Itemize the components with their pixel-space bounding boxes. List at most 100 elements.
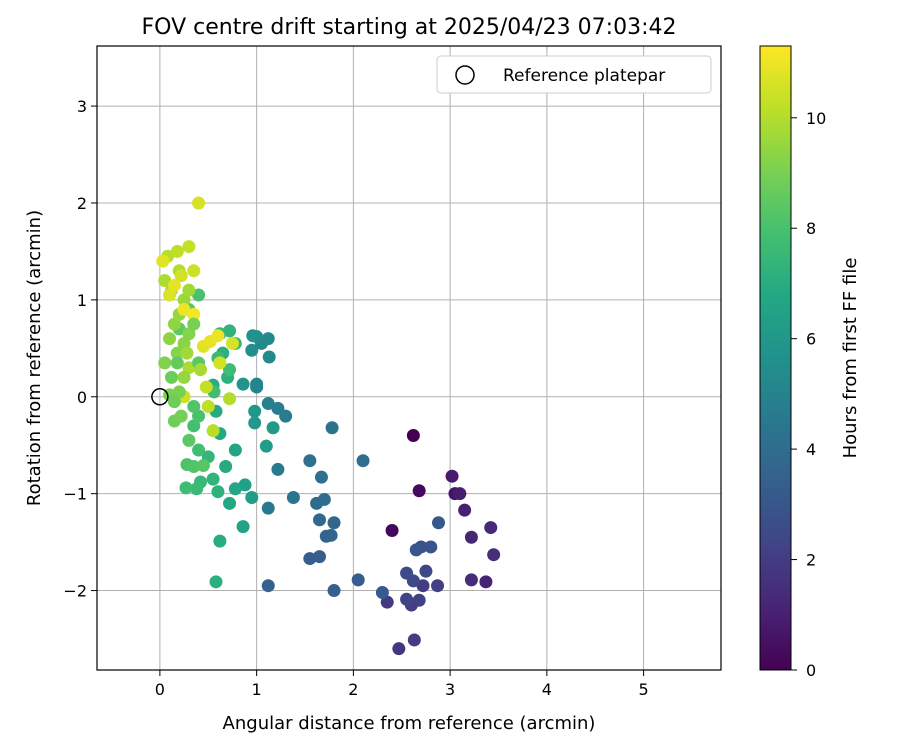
data-point bbox=[177, 370, 191, 384]
data-point bbox=[209, 575, 223, 589]
x-tick-label: 3 bbox=[445, 680, 455, 699]
data-point bbox=[228, 482, 242, 496]
data-point bbox=[156, 254, 170, 268]
plot-frame bbox=[96, 45, 722, 671]
data-point bbox=[190, 482, 204, 496]
data-point bbox=[180, 346, 194, 360]
data-point bbox=[261, 397, 275, 411]
data-point bbox=[375, 585, 389, 599]
data-point bbox=[400, 566, 414, 580]
legend-label: Reference platepar bbox=[503, 66, 665, 86]
data-point bbox=[219, 460, 233, 474]
data-point bbox=[303, 552, 317, 566]
data-point bbox=[313, 513, 327, 527]
x-axis-label: Angular distance from reference (arcmin) bbox=[223, 713, 596, 734]
data-point bbox=[174, 409, 188, 423]
colorbar-tick-label: 10 bbox=[806, 109, 826, 128]
data-point bbox=[182, 361, 196, 375]
data-point bbox=[158, 356, 172, 370]
legend-marker bbox=[455, 65, 475, 85]
data-point bbox=[177, 303, 191, 317]
data-point bbox=[177, 293, 191, 307]
data-point bbox=[223, 363, 237, 377]
y-tick-label: −1 bbox=[63, 485, 87, 504]
data-point bbox=[317, 492, 331, 506]
chart-title: FOV centre drift starting at 2025/04/23 … bbox=[142, 15, 677, 40]
data-point bbox=[236, 377, 250, 391]
x-axis-ticks: 0 1 2 3 4 5 bbox=[155, 670, 649, 699]
data-point bbox=[487, 548, 501, 562]
data-point bbox=[182, 327, 196, 341]
data-point bbox=[213, 534, 227, 548]
data-point bbox=[327, 584, 341, 598]
data-point bbox=[223, 392, 237, 406]
data-point bbox=[201, 399, 215, 413]
data-point bbox=[432, 516, 446, 530]
y-tick-label: 2 bbox=[77, 194, 87, 213]
data-point bbox=[194, 363, 208, 377]
data-point bbox=[416, 579, 430, 593]
colorbar-tick-label: 4 bbox=[806, 440, 816, 459]
data-point bbox=[271, 462, 285, 476]
data-point bbox=[158, 273, 172, 287]
colorbar-tick-label: 0 bbox=[806, 661, 816, 680]
data-point bbox=[248, 416, 262, 430]
legend: Reference platepar bbox=[436, 55, 712, 94]
data-point bbox=[351, 573, 365, 587]
data-point bbox=[170, 346, 184, 360]
x-tick-label: 4 bbox=[542, 680, 552, 699]
data-point bbox=[192, 196, 206, 210]
data-point bbox=[192, 288, 206, 302]
data-point bbox=[313, 550, 327, 564]
data-point bbox=[261, 579, 275, 593]
data-point bbox=[187, 460, 201, 474]
data-point bbox=[261, 332, 275, 346]
data-point bbox=[163, 288, 177, 302]
data-point bbox=[245, 343, 259, 357]
plot-area: 0 1 2 3 4 5 −2 −1 0 1 2 3 bbox=[63, 45, 722, 699]
data-point bbox=[211, 329, 225, 343]
data-point bbox=[266, 421, 280, 435]
data-point bbox=[392, 642, 406, 656]
data-point bbox=[385, 523, 399, 537]
x-tick-label: 1 bbox=[252, 680, 262, 699]
data-point bbox=[261, 501, 275, 515]
colorbar-tick-label: 2 bbox=[806, 551, 816, 570]
grid-lines bbox=[97, 46, 721, 670]
data-point bbox=[199, 380, 213, 394]
y-tick-label: 0 bbox=[77, 388, 87, 407]
data-point bbox=[211, 485, 225, 499]
data-point bbox=[187, 307, 201, 321]
data-point bbox=[172, 385, 186, 399]
data-point bbox=[179, 481, 193, 495]
data-point bbox=[182, 433, 196, 447]
data-point bbox=[187, 264, 201, 278]
data-point bbox=[223, 496, 237, 510]
data-point bbox=[182, 240, 196, 254]
data-point bbox=[400, 592, 414, 606]
data-point bbox=[412, 593, 426, 607]
data-point bbox=[409, 543, 423, 557]
data-point bbox=[167, 317, 181, 331]
data-point bbox=[464, 530, 478, 544]
legend-box bbox=[436, 55, 712, 94]
y-tick-label: −2 bbox=[63, 582, 87, 601]
data-point bbox=[356, 454, 370, 468]
data-point bbox=[245, 491, 259, 505]
data-point bbox=[406, 429, 420, 443]
data-point bbox=[187, 399, 201, 413]
data-point bbox=[192, 409, 206, 423]
data-point bbox=[206, 472, 220, 486]
y-axis-ticks: −2 −1 0 1 2 3 bbox=[63, 97, 97, 601]
data-point bbox=[248, 404, 262, 418]
x-tick-label: 5 bbox=[639, 680, 649, 699]
data-point bbox=[167, 278, 181, 292]
colorbar: 0 2 4 6 8 10 Hours from first FF file bbox=[759, 45, 861, 680]
data-point bbox=[228, 443, 242, 457]
data-point bbox=[453, 487, 467, 501]
data-point bbox=[187, 317, 201, 331]
data-point bbox=[187, 419, 201, 433]
data-point bbox=[458, 503, 472, 517]
data-point bbox=[250, 377, 264, 391]
